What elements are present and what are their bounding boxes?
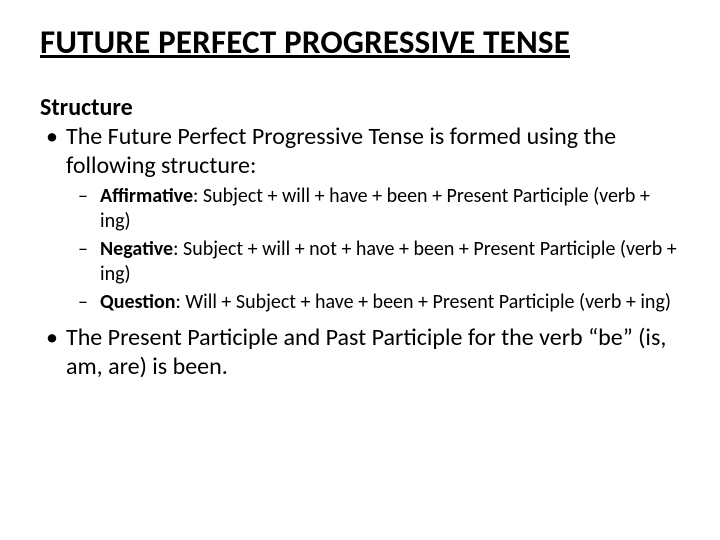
list-item: The Future Perfect Progressive Tense is … (66, 123, 680, 315)
sub-lead: Question (100, 290, 175, 314)
sub-bullet-list: Affirmative: Subject + will + have + bee… (66, 184, 680, 314)
page-title: FUTURE PERFECT PROGRESSIVE TENSE (40, 22, 680, 62)
slide: FUTURE PERFECT PROGRESSIVE TENSE Structu… (0, 0, 720, 406)
list-item: Question: Will + Subject + have + been +… (100, 290, 680, 314)
sub-lead: Affirmative (100, 184, 193, 208)
bullet-list: The Future Perfect Progressive Tense is … (40, 123, 680, 382)
list-item: Affirmative: Subject + will + have + bee… (100, 184, 680, 233)
bullet-text: The Present Participle and Past Particip… (66, 323, 666, 381)
section-label: Structure (40, 94, 680, 123)
list-item: The Present Participle and Past Particip… (66, 324, 680, 382)
bullet-text: The Future Perfect Progressive Tense is … (66, 122, 616, 180)
sub-rest: : Subject + will + not + have + been + P… (100, 237, 677, 285)
sub-lead: Negative (100, 237, 173, 261)
sub-rest: : Will + Subject + have + been + Present… (175, 290, 670, 314)
list-item: Negative: Subject + will + not + have + … (100, 237, 680, 286)
